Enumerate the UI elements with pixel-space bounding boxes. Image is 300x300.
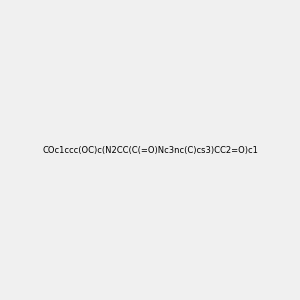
Text: COc1ccc(OC)c(N2CC(C(=O)Nc3nc(C)cs3)CC2=O)c1: COc1ccc(OC)c(N2CC(C(=O)Nc3nc(C)cs3)CC2=O… [42,146,258,154]
